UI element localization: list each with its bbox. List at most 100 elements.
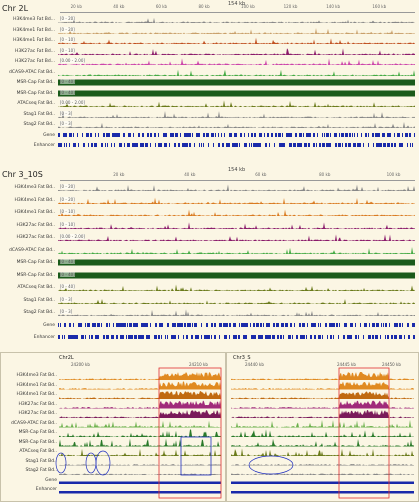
track-row[interactable]: Stag1 Fat Bd.. [0 - 3] [0,110,419,118]
track-range: [0 - 40] [60,79,75,84]
tick: 160 kb [372,4,387,9]
tick: 60 kb [255,172,267,177]
track-range: [0 - 40] [60,259,75,264]
tick: 140 kb [326,4,341,9]
track-label: dCAS9-ATAC Fat Bd.. [9,247,55,253]
track-label: H3K4me1 Fat Bd.. [14,210,55,215]
track-row[interactable]: H3K27ac Fat Bd.. [0 - 10] [0,221,419,229]
zoom-signal [59,464,221,466]
track-label: Gene [43,132,55,138]
track-row[interactable]: MSR-Cap Fat Bd.. [0 - 40] [0,259,419,266]
track-row[interactable]: H3K4me3 Fat Bd... [0 - 20] [0,16,419,23]
track-signal [58,309,415,316]
track-row[interactable]: H3K27ac Fat Bd... [0.00 - 2.00] [0,58,419,65]
track-signal [58,110,415,118]
zoom-right-plot [231,367,414,499]
track-label: H3K27ac Fat Bd... [15,48,55,54]
track-signal [58,90,415,97]
track-signal [58,322,415,329]
track-range: [0 - 10] [60,37,75,42]
track-range: [0 - 20] [60,16,75,21]
track-range: [0.00 - 2.00] [60,234,85,239]
track-label: MSR-Cap Fat Bd.. [16,80,55,85]
zoom-right-tick: 24440 kb [245,362,264,367]
track-signal [58,27,415,34]
middle-ruler: 20 kb 40 kb 60 kb 80 kb 100 kb [60,172,415,181]
top-center-label: 154 kb [228,1,246,7]
track-range: [0 - 20] [60,184,75,189]
zoom-track-label: Enhancer [35,487,57,492]
track-row[interactable]: Enhancer [0,334,419,341]
track-label: H3K4me1 Fat Bd... [13,27,55,33]
annotation-box [180,436,212,476]
zoom-signal [59,448,221,456]
track-label: H3K27ac Fat Bd... [15,59,55,64]
tick: 100 kb [386,172,401,177]
tick: 80 kb [319,172,331,177]
track-row[interactable]: ATACseq Fat Bd.. [0 - 40] [0,284,419,291]
track-row[interactable]: dCAS9-ATAC Fat Bd.. [0,246,419,254]
track-signal [58,79,415,86]
track-label: Enhancer [33,143,55,148]
track-row[interactable]: H3K4me1 Fat Bd.. [0 - 20] [0,196,419,204]
track-row[interactable]: H3K4me1 Fat Bd... [0 - 10] [0,37,419,44]
track-row[interactable]: Stag2 Fat Bd.. [0 - 3] [0,121,419,128]
zoom-track-label: Gene [45,477,57,483]
track-range: [0 - 10] [60,209,75,214]
track-row[interactable]: H3K27ac Fat Bd.. [0.00 - 2.00] [0,234,419,241]
zoom-signal [59,420,221,428]
track-label: H3K4me3 Fat Bd... [13,17,55,22]
track-row[interactable]: H3K4me1 Fat Bd.. [0 - 10] [0,209,419,216]
track-row[interactable]: Stag2 Fat Bd.. [0 - 3] [0,309,419,316]
track-label: ATACseq Fat Bd.. [17,101,55,106]
track-label: H3K4me1 Fat Bd... [13,38,55,43]
zoom-signal [231,464,414,466]
track-row[interactable]: MSR-Cap Fat Bd.. [0 - 40] [0,271,419,279]
zoom-signal [231,400,414,409]
track-signal [58,297,415,304]
zoom-gene-bar [231,481,414,484]
zoom-signal [59,473,221,475]
zoom-track-label: Stag1 Fat Bd.. [25,458,57,464]
zoom-gene-bar [231,491,414,494]
zoom-signal [231,473,414,475]
track-range: [0 - 10] [60,221,75,227]
track-signal [58,121,415,128]
track-signal [58,100,415,107]
top-chrom-label: Chr 2L [2,4,29,13]
track-row[interactable]: MSR-Cap Fat Bd.. [0 - 40] [0,79,419,86]
track-row[interactable]: H3K4me3 Fat Bd.. [0 - 20] [0,184,419,191]
track-signal [58,209,415,216]
track-label: MSR-Cap Fat Bd.. [16,272,55,278]
zoom-track-label: H3K27ac Fat Bd.. [18,401,57,407]
track-row[interactable]: H3K27ac Fat Bd... [0 - 10] [0,47,419,55]
track-range: [0 - 3] [60,121,73,126]
zoom-signal [231,381,414,390]
zoom-left-tick: 24200 kb [71,362,90,367]
track-row[interactable]: MSR-Cap Fat Bd.. [0 - 40] [0,89,419,97]
track-label: Stag1 Fat Bd.. [23,297,55,303]
zoom-gene-bar [59,491,221,494]
zoom-track-label: dCAS9-ATAC Fat Bd.. [11,420,57,426]
track-row[interactable]: ATACseq Fat Bd.. [0.00 - 2.00] [0,100,419,107]
zoom-signal [59,381,221,390]
zoom-signal [59,438,221,447]
track-row[interactable]: Enhancer [0,142,419,149]
track-range: [0 - 40] [60,89,75,95]
track-label: Stag1 Fat Bd.. [23,111,55,117]
track-signal [58,246,415,254]
track-row[interactable]: dCAS9-ATAC Fat Bd.. [0,69,419,76]
track-signal [58,47,415,55]
track-label: H3K27ac Fat Bd.. [16,235,55,240]
track-row[interactable]: Gene [0,132,419,139]
zoom-signal [231,391,414,399]
zoom-track-label: MSR-Cap Fat Bd.. [18,430,57,435]
track-range: [0 - 10] [60,47,75,53]
track-row[interactable]: Stag1 Fat Bd.. [0 - 3] [0,296,419,304]
zoom-left-panel: Chr2L 24200 kb 24210 kb H3K4me3 Fat Bd..… [0,352,226,502]
track-signal [58,16,415,23]
track-row[interactable]: H3K4me1 Fat Bd... [0 - 20] [0,26,419,34]
track-label: dCAS9-ATAC Fat Bd.. [9,69,55,75]
track-row[interactable]: Gene [0,322,419,329]
zoom-left-title: Chr2L [59,355,74,361]
